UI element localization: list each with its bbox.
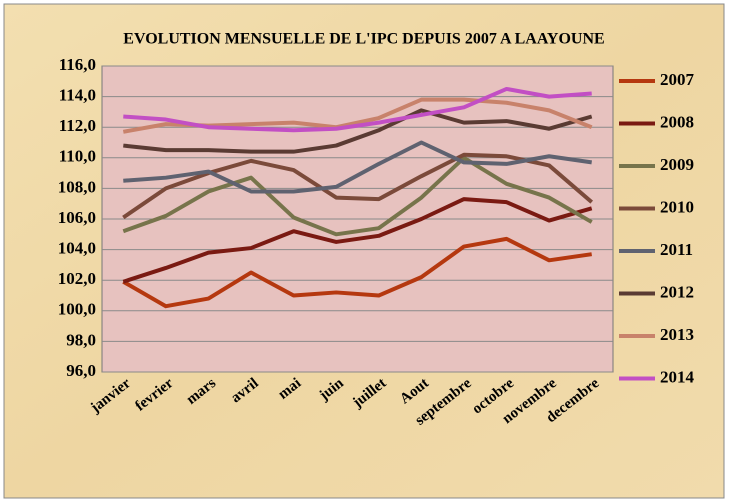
chart-title: EVOLUTION MENSUELLE DE L'IPC DEPUIS 2007… (123, 31, 604, 48)
y-tick-label: 96,0 (66, 361, 96, 380)
series-line (123, 140, 592, 194)
y-tick-label: 100,0 (58, 300, 96, 319)
y-tick-label: 114,0 (59, 86, 96, 105)
legend-label: 2008 (660, 112, 694, 131)
y-tick-label: 116,0 (59, 55, 96, 74)
series-line (122, 152, 594, 220)
legend-label: 2009 (660, 155, 694, 174)
y-tick-label: 108,0 (58, 177, 96, 196)
y-tick-label: 98,0 (66, 330, 96, 349)
series-line (123, 86, 592, 133)
legend-label: 2013 (660, 325, 694, 344)
legend-label: 2011 (660, 240, 693, 259)
legend-label: 2007 (660, 70, 695, 89)
legend-label: 2010 (660, 197, 694, 216)
series-line (122, 197, 593, 284)
series-line (122, 155, 593, 237)
y-tick-label: 112,0 (59, 116, 96, 135)
y-tick-label: 102,0 (58, 269, 96, 288)
series-line (122, 236, 592, 309)
y-tick-label: 104,0 (58, 239, 96, 258)
legend-label: 2012 (660, 282, 694, 301)
legend-label: 2014 (660, 367, 695, 386)
y-tick-label: 110,0 (59, 147, 96, 166)
series-line (123, 108, 593, 154)
y-tick-label: 106,0 (58, 208, 96, 227)
